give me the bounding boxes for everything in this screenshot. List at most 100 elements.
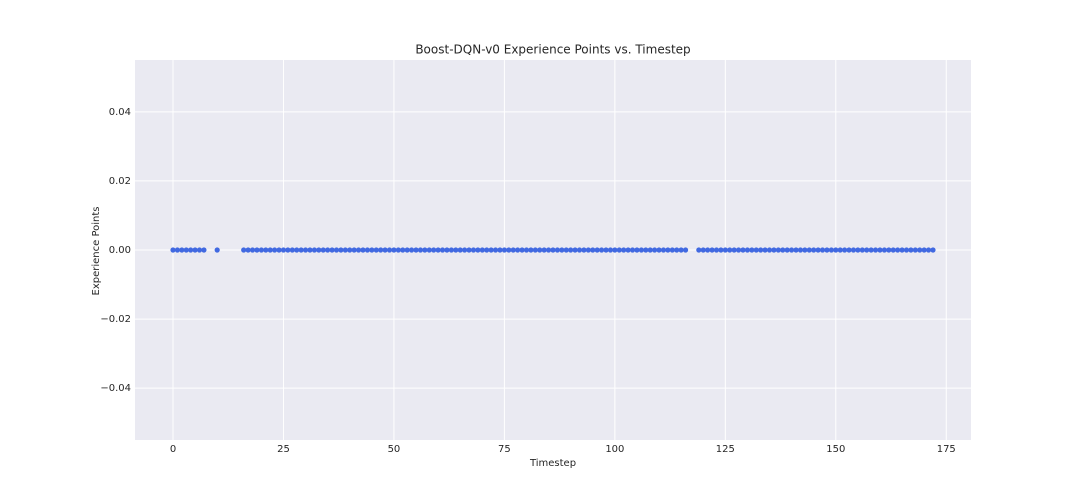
- scatter-point: [378, 247, 384, 253]
- scatter-point: [607, 247, 614, 253]
- scatter-point: [594, 247, 600, 253]
- scatter-point: [435, 247, 441, 253]
- scatter-point: [638, 247, 644, 253]
- scatter-point: [568, 247, 574, 253]
- scatter-point: [360, 247, 366, 253]
- scatter-point: [373, 247, 379, 253]
- scatter-point: [382, 247, 388, 253]
- scatter-point: [510, 247, 516, 253]
- scatter-point: [669, 247, 675, 253]
- x-tick-label: 100: [605, 444, 624, 455]
- scatter-point: [307, 247, 313, 253]
- scatter-point: [912, 247, 918, 253]
- scatter-point: [484, 247, 490, 253]
- scatter-point: [917, 247, 923, 253]
- scatter-point: [258, 247, 264, 253]
- scatter-point: [868, 247, 874, 253]
- scatter-point: [789, 247, 795, 253]
- scatter-point: [448, 247, 454, 253]
- scatter-point: [364, 247, 371, 253]
- scatter-point: [793, 247, 799, 253]
- scatter-point: [603, 247, 609, 253]
- scatter-point: [188, 247, 194, 253]
- scatter-point: [766, 247, 773, 253]
- scatter-point: [422, 247, 428, 253]
- scatter-point: [696, 247, 702, 253]
- scatter-point: [581, 247, 587, 253]
- scatter-point: [457, 247, 463, 253]
- scatter-point: [842, 247, 848, 253]
- scatter-point: [497, 247, 503, 253]
- scatter-point: [263, 247, 269, 253]
- scatter-point: [903, 247, 910, 253]
- scatter-point: [475, 247, 481, 253]
- scatter-point: [342, 247, 348, 253]
- scatter-point: [864, 247, 870, 253]
- scatter-point: [320, 247, 326, 253]
- scatter-point: [802, 247, 808, 253]
- scatter-point: [351, 247, 357, 253]
- scatter-point: [899, 247, 905, 253]
- scatter-point: [532, 247, 538, 253]
- scatter-point: [369, 247, 375, 253]
- scatter-point: [294, 247, 300, 253]
- scatter-point: [241, 247, 247, 253]
- y-axis-label: Experience Points: [91, 207, 102, 296]
- scatter-point: [170, 247, 176, 253]
- scatter-point: [811, 247, 817, 253]
- scatter-point: [727, 247, 733, 253]
- scatter-point: [908, 247, 914, 253]
- scatter-point: [572, 247, 578, 253]
- scatter-point: [762, 247, 768, 253]
- scatter-point: [413, 247, 419, 253]
- scatter-point: [311, 247, 317, 253]
- scatter-point: [930, 247, 936, 253]
- scatter-point: [758, 247, 764, 253]
- scatter-point: [355, 247, 362, 253]
- x-tick-label: 150: [826, 444, 845, 455]
- scatter-point: [833, 247, 839, 253]
- scatter-point: [895, 247, 901, 253]
- x-tick-label: 50: [388, 444, 401, 455]
- scatter-point: [254, 247, 260, 253]
- scatter-point: [652, 247, 658, 253]
- scatter-point: [890, 247, 896, 253]
- scatter-point: [921, 247, 927, 253]
- scatter-point: [537, 247, 543, 253]
- y-tick-label: −0.02: [100, 314, 131, 325]
- scatter-point: [625, 247, 631, 253]
- scatter-point: [859, 247, 865, 253]
- x-tick-label: 125: [716, 444, 735, 455]
- scatter-point: [634, 247, 640, 253]
- scatter-point: [682, 247, 689, 253]
- scatter-point: [771, 247, 777, 253]
- scatter-point: [431, 247, 437, 253]
- scatter-point: [409, 247, 415, 253]
- scatter-point: [629, 247, 636, 253]
- scatter-point: [872, 247, 879, 253]
- scatter-point: [828, 247, 834, 253]
- x-axis-label: Timestep: [529, 458, 576, 469]
- scatter-point: [289, 247, 295, 253]
- scatter-point: [214, 247, 220, 253]
- scatter-point: [329, 247, 335, 253]
- scatter-point: [400, 247, 406, 253]
- scatter-point: [881, 247, 887, 253]
- scatter-point: [417, 247, 424, 253]
- scatter-point: [267, 247, 273, 253]
- scatter-point: [749, 247, 755, 253]
- scatter-point: [479, 247, 485, 253]
- scatter-point: [470, 247, 477, 253]
- scatter-point: [705, 247, 711, 253]
- scatter-point: [444, 247, 450, 253]
- scatter-point: [550, 247, 556, 253]
- scatter-point: [333, 247, 340, 253]
- scatter-point: [183, 247, 189, 253]
- scatter-point: [877, 247, 883, 253]
- scatter-point: [886, 247, 892, 253]
- scatter-point: [201, 247, 207, 253]
- chart-title: Boost-DQN-v0 Experience Points vs. Times…: [415, 43, 690, 57]
- scatter-point: [735, 247, 742, 253]
- scatter-point: [660, 247, 667, 253]
- scatter-point: [506, 247, 512, 253]
